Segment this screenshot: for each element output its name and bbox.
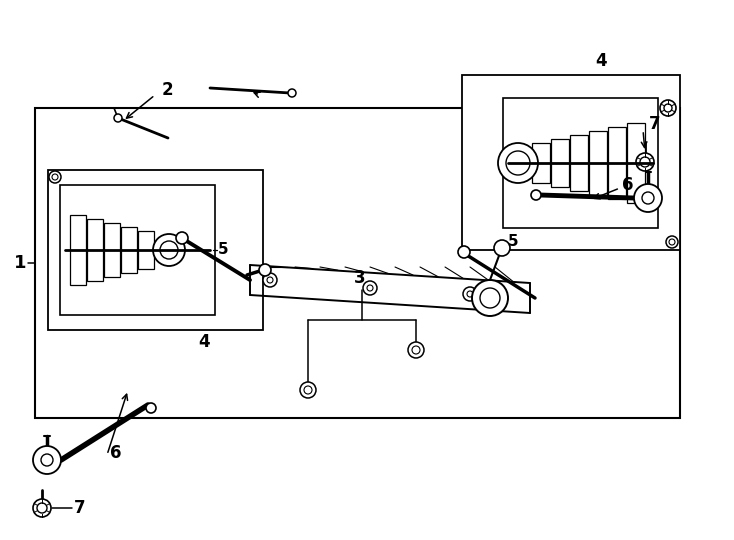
Text: 4: 4	[198, 333, 210, 351]
Circle shape	[146, 403, 156, 413]
Bar	[532, 143, 550, 183]
Circle shape	[664, 104, 672, 112]
Circle shape	[33, 499, 51, 517]
Bar	[70, 215, 86, 285]
Circle shape	[640, 157, 650, 167]
Circle shape	[263, 273, 277, 287]
Circle shape	[367, 285, 373, 291]
Circle shape	[259, 264, 271, 276]
Circle shape	[498, 143, 538, 183]
Bar	[104, 223, 120, 277]
Circle shape	[33, 446, 61, 474]
Circle shape	[49, 171, 61, 183]
Text: 6: 6	[622, 176, 633, 194]
Circle shape	[176, 232, 188, 244]
Circle shape	[458, 246, 470, 258]
Bar	[87, 219, 103, 281]
Text: 5: 5	[218, 242, 228, 258]
Circle shape	[494, 240, 510, 256]
Bar	[608, 127, 626, 199]
Circle shape	[363, 281, 377, 295]
Text: 7: 7	[74, 499, 86, 517]
Bar	[503, 98, 658, 228]
Circle shape	[634, 184, 662, 212]
Circle shape	[467, 291, 473, 297]
Text: 2: 2	[162, 81, 174, 99]
Circle shape	[463, 287, 477, 301]
Text: 1: 1	[14, 254, 26, 272]
Circle shape	[472, 280, 508, 316]
Bar	[627, 123, 645, 203]
Bar	[462, 75, 680, 250]
Bar	[138, 231, 154, 269]
Bar	[60, 185, 215, 315]
Circle shape	[412, 346, 420, 354]
Text: 3: 3	[354, 269, 366, 287]
Circle shape	[506, 151, 530, 175]
Circle shape	[300, 382, 316, 398]
Circle shape	[114, 114, 122, 122]
Bar	[48, 170, 263, 330]
Bar	[551, 139, 569, 187]
Circle shape	[41, 454, 53, 466]
Bar	[121, 227, 137, 273]
Circle shape	[669, 239, 675, 245]
Circle shape	[37, 503, 47, 513]
Circle shape	[660, 100, 676, 116]
Circle shape	[304, 386, 312, 394]
Circle shape	[408, 342, 424, 358]
Circle shape	[288, 89, 296, 97]
Bar	[35, 108, 680, 418]
Circle shape	[636, 153, 654, 171]
Text: 5: 5	[508, 234, 519, 249]
Circle shape	[666, 236, 678, 248]
Circle shape	[160, 241, 178, 259]
Circle shape	[267, 277, 273, 283]
Text: 7: 7	[649, 115, 661, 133]
Bar	[570, 135, 588, 191]
Circle shape	[642, 192, 654, 204]
Text: 6: 6	[110, 444, 122, 462]
Bar	[589, 131, 607, 195]
Circle shape	[153, 234, 185, 266]
Circle shape	[480, 288, 500, 308]
Circle shape	[52, 174, 58, 180]
Text: 4: 4	[595, 52, 606, 70]
Circle shape	[531, 190, 541, 200]
